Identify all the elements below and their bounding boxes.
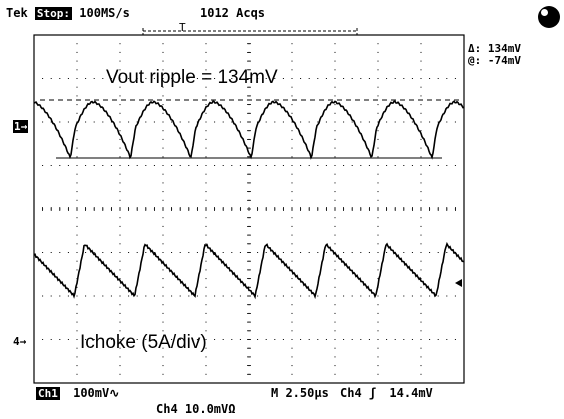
sample-rate: 100MS/s bbox=[79, 6, 130, 20]
ichoke-trace bbox=[33, 241, 464, 300]
footer-row-1: Ch1 100mV∿ bbox=[36, 386, 119, 400]
cursor-readout: Δ: 134mV @: -74mV bbox=[468, 43, 521, 67]
ch4-scale: Ch4 10.0mVΩ bbox=[156, 402, 236, 416]
timebase-readout: M 2.50µs Ch4 ʃ 14.4mV bbox=[271, 386, 433, 400]
acquisition-status-icon bbox=[538, 6, 560, 28]
timebase: M 2.50µs bbox=[271, 386, 329, 400]
trigger-source: Ch4 bbox=[340, 386, 362, 400]
run-state-badge[interactable]: Stop: bbox=[34, 7, 73, 20]
acquisition-count: 1012 Acqs bbox=[200, 6, 266, 20]
cursor-at: @: -74mV bbox=[468, 54, 521, 67]
header-bar: Tek Stop: 100MS/s bbox=[6, 6, 130, 20]
trigger-slope-icon: ʃ bbox=[368, 386, 377, 400]
ch1-badge[interactable]: Ch1 bbox=[36, 387, 60, 400]
ch1-ground-marker[interactable]: 1→ bbox=[13, 120, 29, 133]
trigger-marker: T bbox=[179, 21, 186, 34]
trigger-level: 14.4mV bbox=[389, 386, 433, 400]
trigger-position-bracket bbox=[142, 28, 358, 35]
ch1-scale: 100mV∿ bbox=[73, 386, 120, 400]
cursor-delta: Δ: 134mV bbox=[468, 42, 521, 55]
ch4-ground-marker[interactable]: 4→ bbox=[13, 335, 27, 348]
brand-label: Tek bbox=[6, 6, 28, 20]
ichoke-annotation: Ichoke (5A/div) bbox=[80, 332, 207, 353]
vout-ripple-annotation: Vout ripple = 134mV bbox=[106, 67, 278, 88]
vout-ripple-trace bbox=[33, 100, 465, 160]
graticule-grid bbox=[33, 34, 465, 384]
trigger-level-arrow bbox=[455, 279, 462, 287]
